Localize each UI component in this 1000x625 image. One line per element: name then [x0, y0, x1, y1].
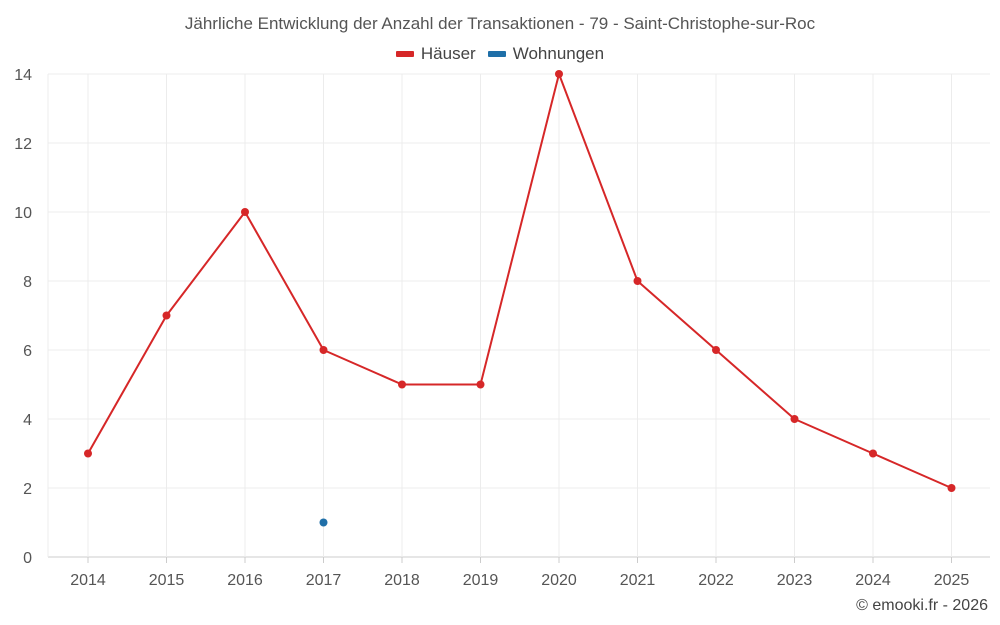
- data-point-0: [84, 449, 92, 458]
- y-tick-label: 8: [23, 274, 32, 291]
- legend: Häuser Wohnungen: [0, 44, 1000, 64]
- x-tick-label: 2023: [777, 572, 813, 589]
- x-tick-label: 2019: [463, 572, 499, 589]
- y-tick-label: 2: [23, 481, 32, 498]
- y-tick-label: 10: [14, 205, 32, 222]
- y-tick-label: 0: [23, 550, 32, 567]
- data-point-0: [241, 208, 249, 216]
- x-tick-label: 2014: [70, 572, 106, 589]
- x-tick-label: 2024: [855, 572, 891, 589]
- y-tick-label: 6: [23, 343, 32, 360]
- y-tick-label: 12: [14, 136, 32, 153]
- x-tick-label: 2025: [934, 572, 970, 589]
- x-tick-label: 2020: [541, 572, 577, 589]
- x-tick-label: 2016: [227, 572, 263, 589]
- x-tick-label: 2022: [698, 572, 734, 589]
- data-point-0: [790, 415, 799, 423]
- x-tick-label: 2018: [384, 572, 420, 589]
- y-tick-label: 14: [14, 67, 32, 84]
- legend-item-haeuser[interactable]: Häuser: [395, 44, 476, 64]
- data-point-0: [947, 484, 956, 492]
- data-point-0: [398, 380, 406, 389]
- x-tick-label: 2017: [306, 572, 342, 589]
- data-point-0: [555, 70, 563, 78]
- legend-item-wohnungen[interactable]: Wohnungen: [487, 44, 605, 64]
- data-point-0: [319, 346, 328, 354]
- legend-label-haeuser: Häuser: [420, 44, 476, 63]
- legend-swatch-haeuser: [395, 51, 414, 57]
- series-line-0: [87, 73, 952, 489]
- legend-label-wohnungen: Wohnungen: [512, 44, 605, 63]
- legend-swatch-wohnungen: [487, 51, 506, 57]
- data-point-1: [319, 518, 328, 527]
- x-tick-label: 2021: [620, 572, 656, 589]
- data-point-0: [633, 277, 642, 285]
- data-point-0: [162, 311, 171, 320]
- x-tick-label: 2015: [149, 572, 185, 589]
- data-point-0: [712, 346, 720, 354]
- data-point-0: [869, 449, 877, 458]
- credit-text: © emooki.fr - 2026: [856, 597, 988, 614]
- chart-title: Jährliche Entwicklung der Anzahl der Tra…: [184, 14, 816, 33]
- data-point-0: [476, 380, 485, 389]
- y-tick-label: 4: [23, 412, 32, 429]
